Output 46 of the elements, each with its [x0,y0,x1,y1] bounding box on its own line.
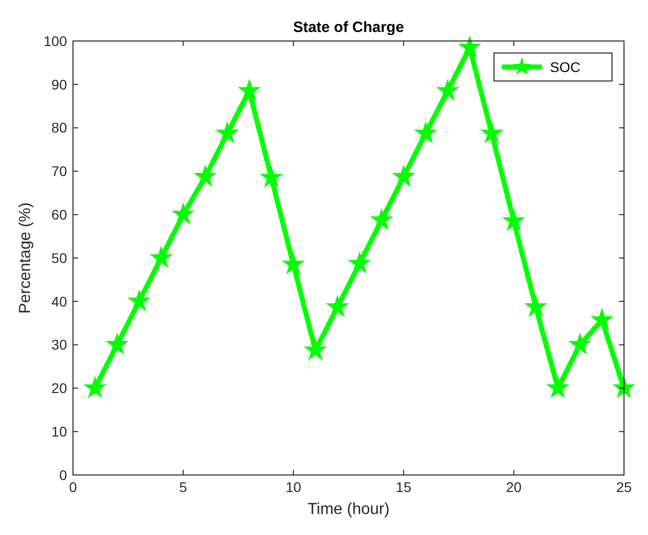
y-tick-label: 30 [51,336,68,353]
point [460,36,480,56]
point [438,80,458,100]
x-tick-label: 10 [286,479,302,495]
x-tick-label: 25 [616,479,632,495]
point [327,296,348,316]
point [570,334,590,354]
point [371,210,392,229]
y-tick-label: 10 [51,424,68,440]
point [195,166,216,186]
chart-title: State of Charge [293,19,404,36]
point [217,122,238,142]
y-tick-label: 40 [51,293,68,310]
y-tick-label: 20 [51,380,68,396]
y-tick-label: 70 [51,163,68,180]
x-tick-label: 15 [396,479,412,495]
point [548,378,568,397]
y-axis-title: Percentage (%) [17,202,34,314]
legend-label: SOC [550,58,580,75]
point [84,378,106,397]
point [482,122,502,142]
point [283,254,304,274]
point [106,334,128,354]
point [150,247,172,267]
point [239,80,260,100]
y-tick-label: 50 [51,250,68,266]
point [614,378,634,397]
x-tick-label: 5 [179,479,188,495]
x-tick-label: 20 [506,479,522,495]
point [305,340,326,360]
x-axis-title: Time (hour) [307,501,390,518]
y-tick-label: 60 [51,206,68,222]
point [128,290,150,310]
y-tick-label: 0 [59,466,68,483]
point [349,252,370,272]
point [592,309,612,329]
point [526,296,546,316]
point [504,210,524,230]
point [261,167,282,186]
y-tick-label: 80 [51,120,68,136]
x-tick-label: 0 [69,479,78,495]
y-tick-label: 90 [51,76,68,92]
point [173,204,194,224]
y-tick-label: 100 [44,32,68,49]
point [415,122,436,142]
point [393,166,414,186]
